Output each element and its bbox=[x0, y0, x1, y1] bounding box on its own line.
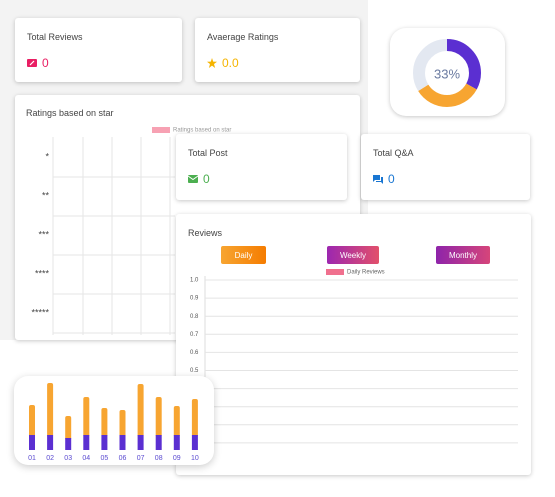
period-button[interactable] bbox=[327, 246, 379, 264]
reviews-chart: Daily Reviews Daily Weekly Monthly 1.0 0.9 0.… bbox=[190, 246, 518, 461]
x-tick-label: 06 bbox=[119, 455, 127, 462]
period-button-label[interactable]: Monthly bbox=[449, 251, 477, 260]
bar-orange bbox=[191, 399, 198, 437]
x-tick-label: 10 bbox=[191, 455, 199, 462]
x-tick-label: 03 bbox=[64, 455, 72, 462]
bar-orange bbox=[137, 384, 144, 437]
y-tick-label: ***** bbox=[31, 307, 49, 317]
x-tick-label: 08 bbox=[155, 455, 163, 462]
ratings-chart: Ratings based on star *************** bbox=[31, 127, 231, 335]
card-value-row: 0 bbox=[27, 56, 49, 70]
y-tick-label: 0.8 bbox=[190, 314, 199, 320]
grid bbox=[52, 137, 175, 335]
x-tick-label: 09 bbox=[173, 455, 181, 462]
bar-orange bbox=[155, 397, 162, 437]
reviews-card: Reviews Daily Reviews Daily Weekly Monthly… bbox=[176, 214, 531, 475]
x-tick-label: 04 bbox=[82, 455, 90, 462]
bar-orange bbox=[101, 408, 108, 437]
bar-purple bbox=[65, 438, 72, 450]
legend-label: Ratings based on star bbox=[173, 128, 231, 134]
y-tick-label: * bbox=[45, 151, 49, 161]
card-value: 0.0 bbox=[222, 56, 239, 70]
period-button-label[interactable]: Daily bbox=[235, 251, 253, 260]
legend-swatch bbox=[152, 127, 170, 133]
period-button-label[interactable]: Weekly bbox=[340, 251, 366, 260]
bar-purple bbox=[29, 435, 35, 450]
card-value: 0 bbox=[203, 172, 210, 186]
total-post-card: Total Post 0 bbox=[176, 134, 347, 200]
y-tick-label: 0.9 bbox=[190, 296, 199, 302]
bar-purple bbox=[191, 435, 198, 450]
x-tick-label: 05 bbox=[101, 455, 109, 462]
card-value-row: 0 bbox=[373, 172, 395, 186]
period-button[interactable] bbox=[436, 246, 490, 264]
bar-purple bbox=[83, 435, 90, 450]
star-icon bbox=[207, 58, 217, 68]
donut-segment bbox=[413, 39, 481, 107]
y-tick-label: 0.6 bbox=[190, 350, 199, 356]
mail-icon bbox=[187, 175, 199, 183]
bar-widget-chart: 01 02 03 04 05 06 07 08 09 10 bbox=[28, 383, 199, 462]
bar-orange bbox=[119, 410, 126, 437]
card-value-row: 0 bbox=[187, 172, 210, 186]
donut-chart: 33% bbox=[413, 39, 481, 107]
legend-swatch bbox=[326, 269, 344, 275]
chat-icon bbox=[373, 174, 383, 184]
chart-title: Reviews bbox=[188, 228, 223, 238]
y-tick-label: 0.7 bbox=[190, 332, 199, 338]
card-title: Total Reviews bbox=[27, 32, 83, 42]
card-value-row: 0.0 bbox=[207, 56, 239, 70]
x-tick-label: 02 bbox=[46, 455, 54, 462]
bar-purple bbox=[155, 435, 162, 450]
bar-orange bbox=[29, 405, 35, 437]
bar-orange bbox=[65, 416, 72, 440]
x-tick-label: 07 bbox=[137, 455, 145, 462]
bar-purple bbox=[47, 435, 54, 450]
bar-widget: 01 02 03 04 05 06 07 08 09 10 bbox=[14, 376, 214, 465]
chart-title: Ratings based on star bbox=[26, 108, 114, 118]
card-value: 0 bbox=[388, 172, 395, 186]
average-ratings-card: Avaerage Ratings 0.0 bbox=[195, 18, 360, 82]
x-tick-label: 01 bbox=[28, 455, 36, 462]
y-tick-label: 0.5 bbox=[190, 368, 199, 374]
bar-orange bbox=[173, 406, 180, 437]
total-reviews-card: Total Reviews 0 bbox=[15, 18, 182, 82]
bar-purple bbox=[173, 435, 180, 450]
legend-label: Daily Reviews bbox=[347, 270, 385, 276]
card-title: Avaerage Ratings bbox=[207, 32, 279, 42]
card-value: 0 bbox=[42, 56, 49, 70]
bar-purple bbox=[137, 435, 144, 450]
donut-label: 33% bbox=[434, 66, 460, 81]
y-tick-label: **** bbox=[35, 268, 50, 278]
bar-purple bbox=[101, 435, 108, 450]
donut-card: 33% bbox=[390, 28, 505, 116]
bar-purple bbox=[119, 435, 126, 450]
review-icon bbox=[27, 58, 37, 67]
y-tick-label: *** bbox=[38, 229, 49, 239]
y-tick-label: ** bbox=[42, 190, 50, 200]
period-button[interactable] bbox=[221, 246, 266, 264]
bar-orange bbox=[83, 397, 90, 437]
card-title: Total Post bbox=[188, 148, 228, 158]
bar-orange bbox=[47, 383, 54, 437]
card-title: Total Q&A bbox=[373, 148, 414, 158]
total-qa-card: Total Q&A 0 bbox=[361, 134, 530, 200]
y-tick-label: 1.0 bbox=[190, 278, 199, 284]
donut-segment bbox=[413, 39, 481, 107]
